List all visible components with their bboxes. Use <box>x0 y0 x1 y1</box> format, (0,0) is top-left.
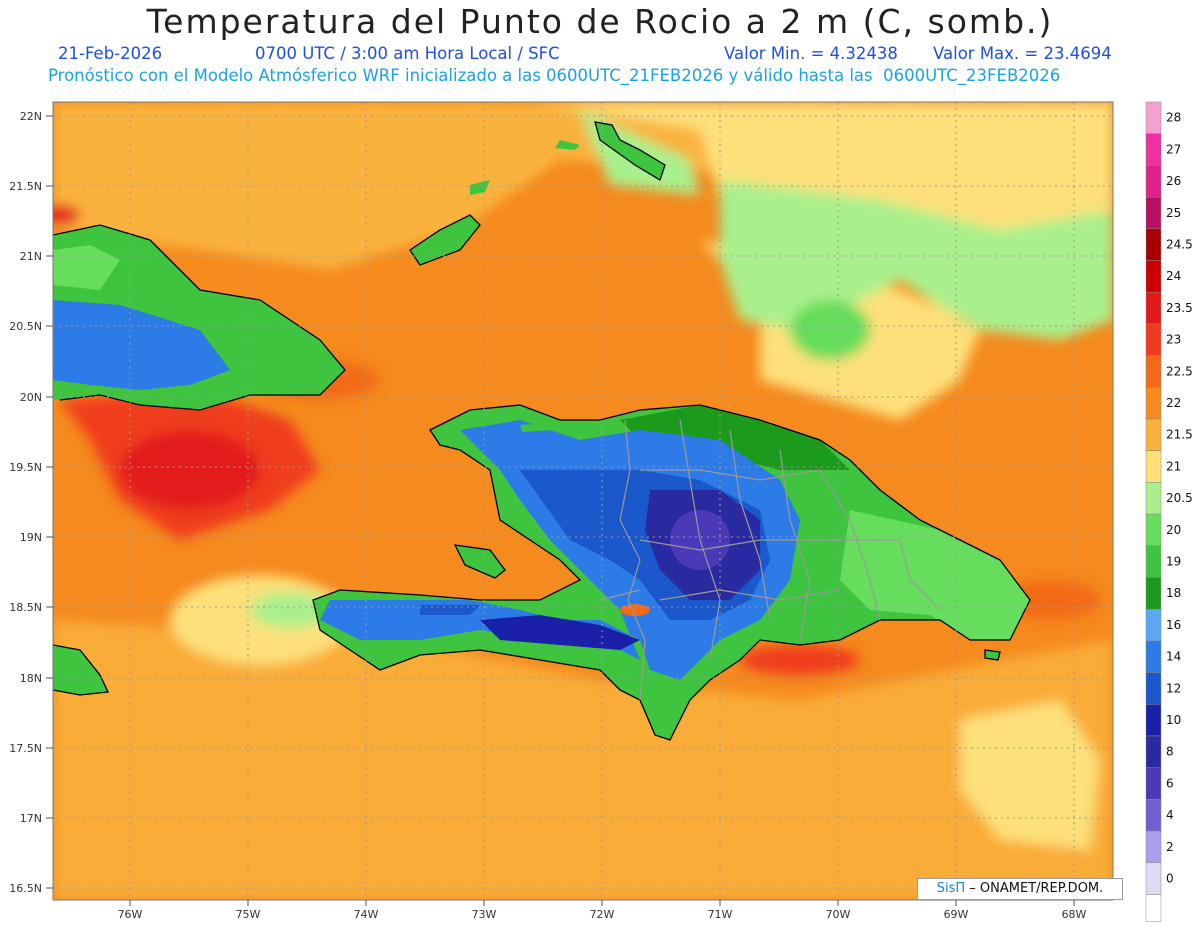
colorbar-label: 21 <box>1166 459 1181 473</box>
colorbar: 2827262524.52423.52322.52221.52120.52019… <box>1145 101 1193 922</box>
colorbar-swatch <box>1145 672 1162 705</box>
colorbar-swatch <box>1145 482 1162 515</box>
map-frame <box>52 101 1114 901</box>
lat-label: 19N <box>20 531 42 544</box>
sis-logo-text: SisΠ <box>936 881 966 896</box>
colorbar-swatch <box>1145 799 1162 832</box>
valid-time: 0700 UTC / 3:00 am Hora Local / SFC <box>255 44 560 63</box>
lon-label: 70W <box>826 908 851 921</box>
field-shading <box>53 102 1113 900</box>
colorbar-swatch <box>1145 355 1162 388</box>
lat-label: 16.5N <box>9 882 42 895</box>
colorbar-label: 23.5 <box>1166 301 1193 315</box>
lat-label: 22N <box>20 110 42 123</box>
credit-box: SisΠ – ONAMET/REP.DOM. <box>917 878 1123 900</box>
colorbar-label: 26 <box>1166 174 1181 188</box>
min-value: Valor Min. = 4.32438 <box>724 44 898 63</box>
colorbar-label: 18 <box>1166 586 1181 600</box>
colorbar-label: 28 <box>1166 111 1181 125</box>
colorbar-label: 22 <box>1166 396 1181 410</box>
coastlines <box>53 121 1031 741</box>
colorbar-label: 19 <box>1166 555 1181 569</box>
colorbar-label: 21.5 <box>1166 428 1193 442</box>
lon-label: 76W <box>118 908 143 921</box>
colorbar-label: 27 <box>1166 142 1181 156</box>
credit-text: – ONAMET/REP.DOM. <box>965 881 1104 896</box>
colorbar-swatch <box>1145 862 1162 895</box>
colorbar-swatch <box>1145 387 1162 420</box>
model-info: Pronóstico con el Modelo Atmósferico WRF… <box>48 66 1061 85</box>
colorbar-label: 6 <box>1166 776 1174 790</box>
lat-label: 19.5N <box>9 461 42 474</box>
colorbar-swatch <box>1145 767 1162 800</box>
lat-label: 17N <box>20 812 42 825</box>
colorbar-swatch <box>1145 545 1162 578</box>
lat-label: 20.5N <box>9 320 42 333</box>
colorbar-label: 22.5 <box>1166 364 1193 378</box>
colorbar-swatch <box>1145 291 1162 325</box>
map-title: Temperatura del Punto de Rocio a 2 m (C,… <box>146 2 1054 41</box>
colorbar-label: 25 <box>1166 206 1181 220</box>
lat-label: 18N <box>20 672 42 685</box>
colorbar-label: 4 <box>1166 808 1174 822</box>
colorbar-label: 10 <box>1166 713 1181 727</box>
colorbar-label: 14 <box>1166 650 1181 664</box>
colorbar-swatch <box>1145 830 1162 864</box>
lat-label: 21N <box>20 250 42 263</box>
colorbar-label: 20.5 <box>1166 491 1193 505</box>
colorbar-label: 20 <box>1166 523 1181 537</box>
lat-label: 20N <box>20 391 42 404</box>
colorbar-swatch <box>1145 228 1162 261</box>
colorbar-label: 23 <box>1166 333 1181 347</box>
colorbar-label: 16 <box>1166 618 1181 632</box>
province-borders <box>599 419 941 701</box>
lon-label: 68W <box>1062 908 1087 921</box>
axis-ticks <box>46 115 1075 906</box>
latitude-labels: 22N 21.5N 21N 20.5N 20N 19.5N 19N 18.5N … <box>9 110 42 895</box>
longitude-labels: 76W 75W 74W 73W 72W 71W 70W 69W 68W <box>118 908 1087 921</box>
colorbar-swatch <box>1145 418 1162 451</box>
lat-label: 17.5N <box>9 742 42 755</box>
colorbar-swatch <box>1145 608 1162 642</box>
colorbar-swatch <box>1145 260 1162 293</box>
colorbar-label: 0 <box>1166 872 1174 886</box>
colorbar-swatch <box>1145 196 1162 230</box>
colorbar-label: 8 <box>1166 745 1174 759</box>
colorbar-swatch <box>1145 165 1162 198</box>
lon-label: 69W <box>944 908 969 921</box>
colorbar-swatch <box>1145 133 1162 166</box>
max-value: Valor Max. = 23.4694 <box>933 44 1112 63</box>
lon-label: 74W <box>354 908 379 921</box>
colorbar-swatch <box>1145 450 1162 483</box>
colorbar-label: 24 <box>1166 269 1181 283</box>
colorbar-swatch <box>1145 577 1162 610</box>
colorbar-label: 2 <box>1166 840 1174 854</box>
colorbar-swatch <box>1145 640 1162 673</box>
colorbar-swatch <box>1145 704 1162 737</box>
colorbar-swatch <box>1145 323 1162 356</box>
forecast-date: 21-Feb-2026 <box>58 44 163 63</box>
colorbar-swatch <box>1145 101 1162 134</box>
lon-label: 72W <box>590 908 615 921</box>
lon-label: 73W <box>472 908 497 921</box>
lon-label: 71W <box>708 908 733 921</box>
lat-label: 18.5N <box>9 601 42 614</box>
colorbar-swatch <box>1145 894 1162 922</box>
colorbar-label: 12 <box>1166 681 1181 695</box>
lon-label: 75W <box>236 908 261 921</box>
colorbar-label: 24.5 <box>1166 238 1193 252</box>
colorbar-swatch <box>1145 513 1162 547</box>
colorbar-swatch <box>1145 735 1162 768</box>
lat-label: 21.5N <box>9 180 42 193</box>
